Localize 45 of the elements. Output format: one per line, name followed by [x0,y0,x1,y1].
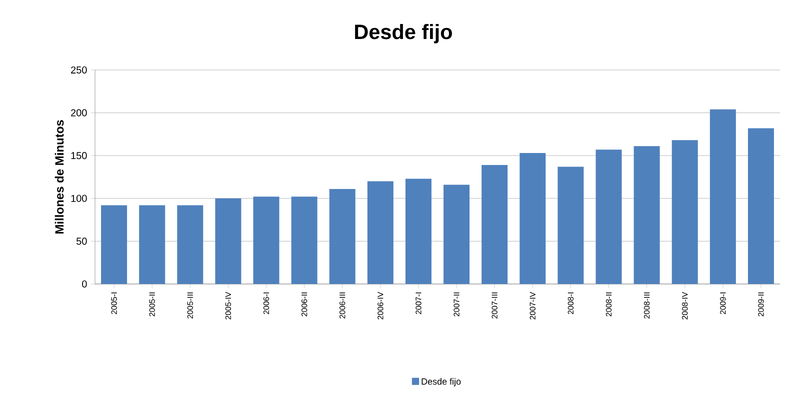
bar [177,205,204,284]
x-tick-label: 2006-I [263,292,270,314]
y-tick-label: 50 [76,238,87,245]
bar [520,153,546,284]
bar [291,196,318,284]
y-tick-label: 150 [71,152,87,160]
x-tick-label: 2009-I [720,292,726,314]
x-tick-label: 2008-III [644,292,650,319]
x-tick-label: 2007-III [492,292,498,319]
x-tick-label: 2005-III [187,292,193,319]
bar [710,109,736,284]
bar [139,205,166,284]
x-tick-label: 2008-II [606,292,612,316]
y-tick-label: 0 [82,280,87,288]
y-axis-title: Millones de Minutos [54,120,64,234]
y-tick-label: 100 [71,194,87,202]
x-tick-label: 2009-II [758,292,764,316]
legend-label: Desde fijo [422,378,461,386]
bar [367,181,394,284]
x-tick-label: 2006-II [301,292,308,316]
bar [405,178,432,284]
bar [444,184,470,284]
bar [253,196,280,284]
x-tick-label: 2007-I [416,292,422,314]
bar [748,128,774,284]
x-tick-label: 2005-IV [225,292,232,320]
y-tick-label: 200 [71,109,87,116]
x-tick-label: 2007-II [454,292,460,316]
x-tick-label: 2008-IV [682,292,688,320]
y-tick-label: 250 [71,66,87,74]
bar [672,140,698,284]
bar [634,146,660,284]
x-tick-label: 2007-IV [530,292,536,320]
bar [101,205,128,284]
x-tick-label: 2008-I [568,292,574,314]
bar [329,188,356,284]
bar [482,165,508,284]
bar [215,198,242,284]
x-tick-label: 2006-IV [378,292,384,320]
x-tick-label: 2005-II [149,292,155,316]
bar [596,150,622,284]
chart-title: Desde fijo [355,24,452,44]
x-tick-label: 2006-III [340,292,346,319]
bar [558,166,584,284]
x-tick-label: 2005-I [111,292,117,314]
